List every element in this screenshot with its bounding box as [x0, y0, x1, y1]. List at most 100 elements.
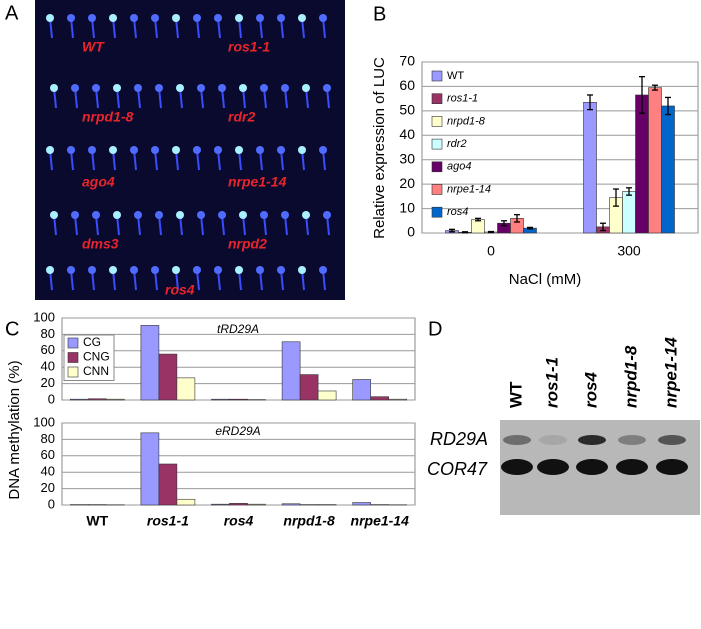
- seedling-leaf: [176, 211, 184, 219]
- legend-label: ros1-1: [447, 93, 478, 105]
- y-tick-label: 20: [399, 175, 415, 191]
- seedling-leaf: [277, 146, 285, 154]
- bar: [247, 503, 266, 506]
- genotype-label: rdr2: [228, 109, 255, 125]
- seedling-leaf: [172, 14, 180, 22]
- x-tick-label: 300: [617, 243, 641, 259]
- seedling-leaf: [298, 266, 306, 274]
- y-tick-label: 10: [399, 199, 415, 215]
- seedling-leaf: [67, 146, 75, 154]
- seedling-leaf: [256, 266, 264, 274]
- bar: [140, 432, 160, 506]
- x-axis-title: NaCl (mM): [509, 271, 582, 288]
- seedling-leaf: [172, 266, 180, 274]
- seedling-leaf: [256, 14, 264, 22]
- legend-label: WT: [447, 70, 464, 82]
- seedling-leaf: [214, 14, 222, 22]
- error-bar: [501, 220, 507, 227]
- seedling-leaf: [67, 14, 75, 22]
- seedling-leaf: [130, 266, 138, 274]
- y-tick-label: 30: [399, 150, 415, 166]
- x-tick-label: WT: [86, 513, 108, 529]
- seedling-leaf: [193, 266, 201, 274]
- y-tick-label: 60: [41, 342, 55, 357]
- bar: [299, 374, 319, 401]
- band: [618, 435, 646, 445]
- band: [501, 459, 533, 475]
- y-tick-label: 70: [399, 53, 415, 69]
- legend-swatch: [431, 93, 443, 104]
- y-tick-label: 100: [33, 414, 55, 429]
- legend-swatch: [431, 116, 443, 127]
- y-tick-label: 40: [41, 464, 55, 479]
- bar: [88, 398, 107, 401]
- error-bar: [462, 231, 468, 234]
- seedling-leaf: [130, 146, 138, 154]
- seedling-leaf: [323, 84, 331, 92]
- error-bar: [665, 96, 671, 116]
- seedling-leaf: [134, 84, 142, 92]
- bar: [229, 398, 248, 401]
- seedling-leaf: [155, 84, 163, 92]
- error-bar: [449, 228, 455, 233]
- error-bar: [514, 214, 520, 223]
- seedling-leaf: [239, 211, 247, 219]
- seedling-leaf: [235, 14, 243, 22]
- row-label: COR47: [427, 459, 488, 479]
- seedling-leaf: [197, 84, 205, 92]
- y-tick-label: 20: [41, 480, 55, 495]
- seedling-leaf: [235, 146, 243, 154]
- bar: [281, 503, 301, 506]
- legend-swatch: [431, 206, 443, 218]
- bar: [106, 398, 125, 401]
- seedling-leaf: [193, 14, 201, 22]
- legend-label: nrpe1-14: [447, 183, 491, 195]
- error-bar: [587, 94, 593, 111]
- y-tick-label: 80: [41, 431, 55, 446]
- seedling-leaf: [50, 84, 58, 92]
- seedling-leaf: [298, 14, 306, 22]
- plot-frame: [61, 422, 416, 506]
- y-tick-label: 0: [48, 496, 55, 511]
- bar: [281, 341, 301, 401]
- bar: [229, 503, 248, 506]
- y-axis-title: DNA methylation (%): [6, 360, 23, 499]
- band: [576, 459, 608, 475]
- legend-swatch: [431, 138, 443, 150]
- legend-label: CG: [83, 335, 101, 349]
- seedling-leaf: [172, 146, 180, 154]
- legend-label: rdr2: [447, 138, 467, 150]
- seedling-leaf: [113, 84, 121, 92]
- error-bar: [527, 226, 533, 230]
- seedling-leaf: [281, 84, 289, 92]
- bar: [140, 325, 160, 401]
- seedling-leaf: [46, 146, 54, 154]
- seedling-leaf: [302, 84, 310, 92]
- x-tick-label: nrpd1-8: [283, 513, 335, 529]
- lane-label: nrpe1-14: [661, 337, 680, 408]
- band: [658, 435, 686, 445]
- genotype-label: nrpe1-14: [228, 174, 287, 190]
- legend-swatch: [67, 366, 79, 378]
- seedling-leaf: [235, 266, 243, 274]
- seedling-leaf: [151, 146, 159, 154]
- seedling-leaf: [319, 146, 327, 154]
- seedling-leaf: [151, 14, 159, 22]
- seedling-leaf: [113, 211, 121, 219]
- subtitle: tRD29A: [217, 322, 259, 336]
- seedling-leaf: [67, 266, 75, 274]
- seedling-leaf: [46, 14, 54, 22]
- seedling-leaf: [109, 146, 117, 154]
- seedling-leaf: [298, 146, 306, 154]
- lane-label: ros4: [581, 372, 600, 408]
- genotype-label: ros4: [165, 282, 195, 298]
- seedling-leaf: [214, 266, 222, 274]
- y-tick-label: 50: [399, 102, 415, 118]
- legend-swatch: [431, 70, 443, 82]
- y-tick-label: 100: [33, 309, 55, 324]
- bar: [661, 105, 675, 234]
- genotype-label: nrpd2: [228, 236, 267, 252]
- bar: [583, 102, 597, 234]
- y-tick-label: 0: [48, 391, 55, 406]
- y-tick-label: 80: [41, 326, 55, 341]
